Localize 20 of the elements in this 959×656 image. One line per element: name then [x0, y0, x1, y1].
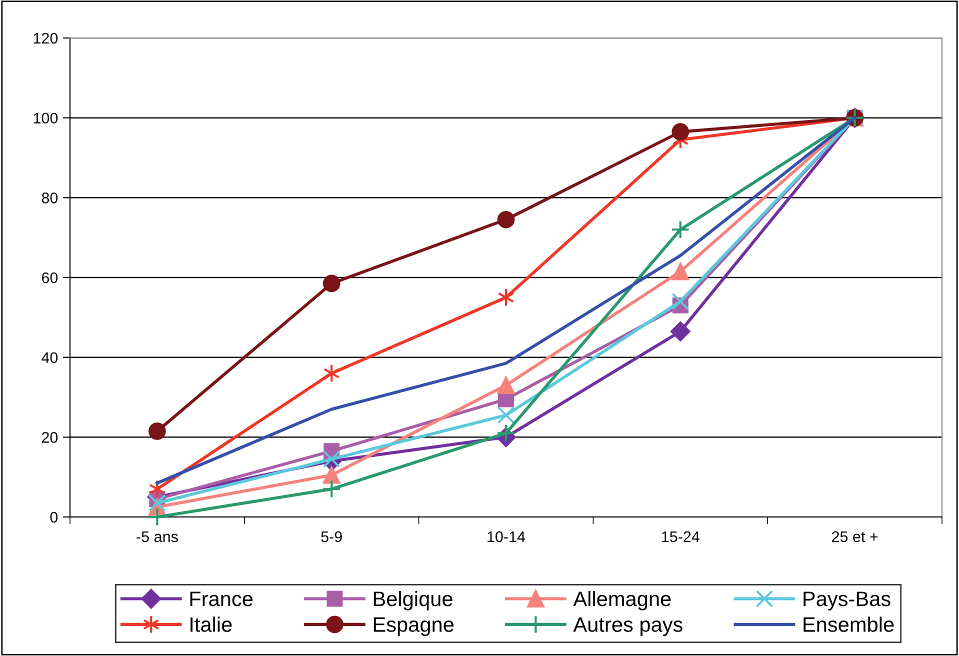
- legend-label: Pays-Bas: [804, 592, 890, 610]
- y-tick-label: 60: [42, 272, 58, 284]
- y-tick-label: 80: [42, 192, 58, 204]
- legend-label: Allemagne: [573, 590, 671, 610]
- legend-label: Espagne: [374, 617, 454, 636]
- legend-label: Autres pays: [573, 617, 682, 636]
- x-tick-label: 25 et +: [832, 531, 878, 542]
- legend-label: Belgique: [374, 590, 452, 610]
- y-tick-label: 0: [50, 512, 58, 523]
- y-tick-label: 40: [42, 352, 58, 364]
- x-tick-label: 5-9: [321, 531, 342, 542]
- x-tick-label: 15-24: [662, 531, 700, 542]
- legend-label: Ensemble: [804, 616, 894, 632]
- x-tick-label: 10-14: [488, 531, 526, 542]
- x-tick-label: -5 ans: [136, 531, 178, 542]
- legend-label: France: [190, 592, 253, 606]
- y-tick-label: 100: [34, 112, 58, 124]
- y-tick-label: 20: [42, 432, 58, 443]
- y-tick-label: 120: [34, 32, 58, 44]
- legend-label: Italie: [190, 616, 232, 632]
